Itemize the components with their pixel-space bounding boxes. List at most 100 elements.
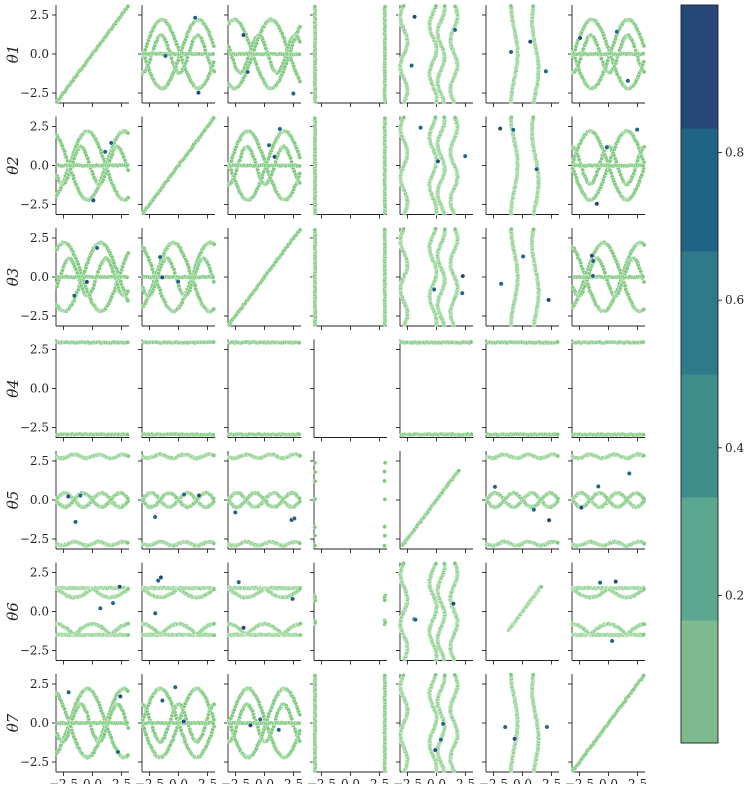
data-point	[641, 275, 645, 279]
data-point	[212, 116, 216, 120]
data-point-high	[95, 246, 99, 250]
panel-2-7	[568, 117, 646, 219]
panel-3-2	[138, 228, 216, 330]
data-point	[126, 340, 130, 344]
y-tick-label: 0.0	[30, 270, 49, 284]
data-point-high	[595, 202, 599, 206]
y-tick-label: 0.0	[30, 382, 49, 396]
y-tick-label: 0.0	[30, 159, 49, 173]
panel-1-1: −2.50.02.5θ1	[4, 4, 130, 107]
panel-3-3	[224, 228, 302, 330]
data-point-high	[436, 159, 440, 163]
data-point	[126, 289, 130, 293]
data-point-high	[72, 294, 76, 298]
y-tick-label: −2.5	[20, 309, 49, 323]
data-point	[581, 168, 585, 172]
data-point	[212, 340, 216, 344]
data-point-high	[409, 63, 413, 67]
data-point-high	[590, 254, 594, 258]
panel-1-7	[568, 5, 646, 107]
data-point-high	[528, 39, 532, 43]
y-tick-label: −2.5	[20, 421, 49, 435]
data-point	[642, 60, 646, 64]
panel-4-1: −2.5 0.0 2.5 θ4	[4, 340, 130, 442]
data-point-high	[534, 167, 538, 171]
y-tick-label: 2.5	[30, 8, 49, 22]
panel-4-3	[224, 340, 301, 442]
panel-2-1: −2.50.02.5θ2	[4, 117, 130, 219]
data-point	[125, 163, 129, 167]
data-point	[298, 79, 302, 83]
data-point	[531, 115, 535, 119]
data-point-high	[544, 69, 548, 73]
panel-3-1: −2.50.02.5θ3	[4, 228, 130, 330]
data-point-high	[463, 154, 467, 158]
data-point	[298, 40, 302, 44]
data-point	[297, 164, 301, 168]
panel-4-2	[138, 340, 216, 442]
data-point	[83, 269, 87, 273]
data-point	[383, 116, 387, 120]
data-point	[642, 243, 646, 247]
data-point	[641, 163, 645, 167]
y-tick-label: 2.5	[30, 342, 49, 356]
data-point	[298, 181, 302, 185]
data-point-high	[412, 15, 416, 19]
panel-1-2	[138, 5, 216, 107]
data-point	[169, 56, 173, 60]
panel-2-6	[482, 115, 559, 218]
data-point	[603, 271, 607, 275]
data-point	[509, 227, 513, 231]
data-point-high	[245, 70, 249, 74]
data-point	[443, 4, 447, 8]
data-point-high	[453, 28, 457, 32]
y-tick-label: −2.5	[20, 86, 49, 100]
data-point	[469, 432, 473, 436]
data-point	[640, 173, 644, 177]
data-point	[383, 5, 387, 9]
y-tick-label: −2.5	[20, 198, 49, 212]
data-point	[443, 227, 447, 231]
y-tick-label: 0.0	[30, 47, 49, 61]
data-point	[126, 299, 130, 303]
data-point	[632, 44, 636, 48]
panel-1-4	[310, 5, 387, 107]
data-point	[125, 432, 129, 436]
data-point	[469, 340, 473, 344]
data-point-high	[267, 143, 271, 147]
data-point-high	[85, 280, 89, 284]
data-point-high	[158, 255, 162, 259]
data-point-high	[461, 274, 465, 278]
data-point	[642, 145, 646, 149]
data-point	[641, 52, 645, 56]
data-point-high	[578, 36, 582, 40]
data-point	[176, 59, 180, 63]
data-point-high	[635, 127, 639, 131]
data-point-high	[176, 279, 180, 283]
data-point	[125, 275, 129, 279]
data-point	[453, 4, 457, 8]
data-point	[313, 228, 317, 232]
data-point	[433, 115, 437, 119]
panel-2-3	[224, 117, 302, 219]
data-point	[642, 307, 646, 311]
data-point	[434, 227, 438, 231]
data-point	[453, 227, 457, 231]
data-point-high	[509, 50, 513, 54]
data-point	[211, 275, 215, 279]
data-point-high	[163, 54, 167, 58]
data-point-high	[196, 91, 200, 95]
data-point	[202, 45, 206, 49]
data-point	[555, 340, 559, 344]
data-point-high	[432, 287, 436, 291]
panel-1-6	[482, 4, 559, 107]
data-point	[639, 269, 643, 273]
data-point-high	[626, 79, 630, 83]
data-point	[383, 227, 387, 231]
data-point	[126, 4, 130, 8]
data-point-high	[460, 291, 464, 295]
y-axis-label: θ4	[4, 379, 22, 398]
data-point-high	[109, 141, 113, 145]
data-point-high	[91, 198, 95, 202]
